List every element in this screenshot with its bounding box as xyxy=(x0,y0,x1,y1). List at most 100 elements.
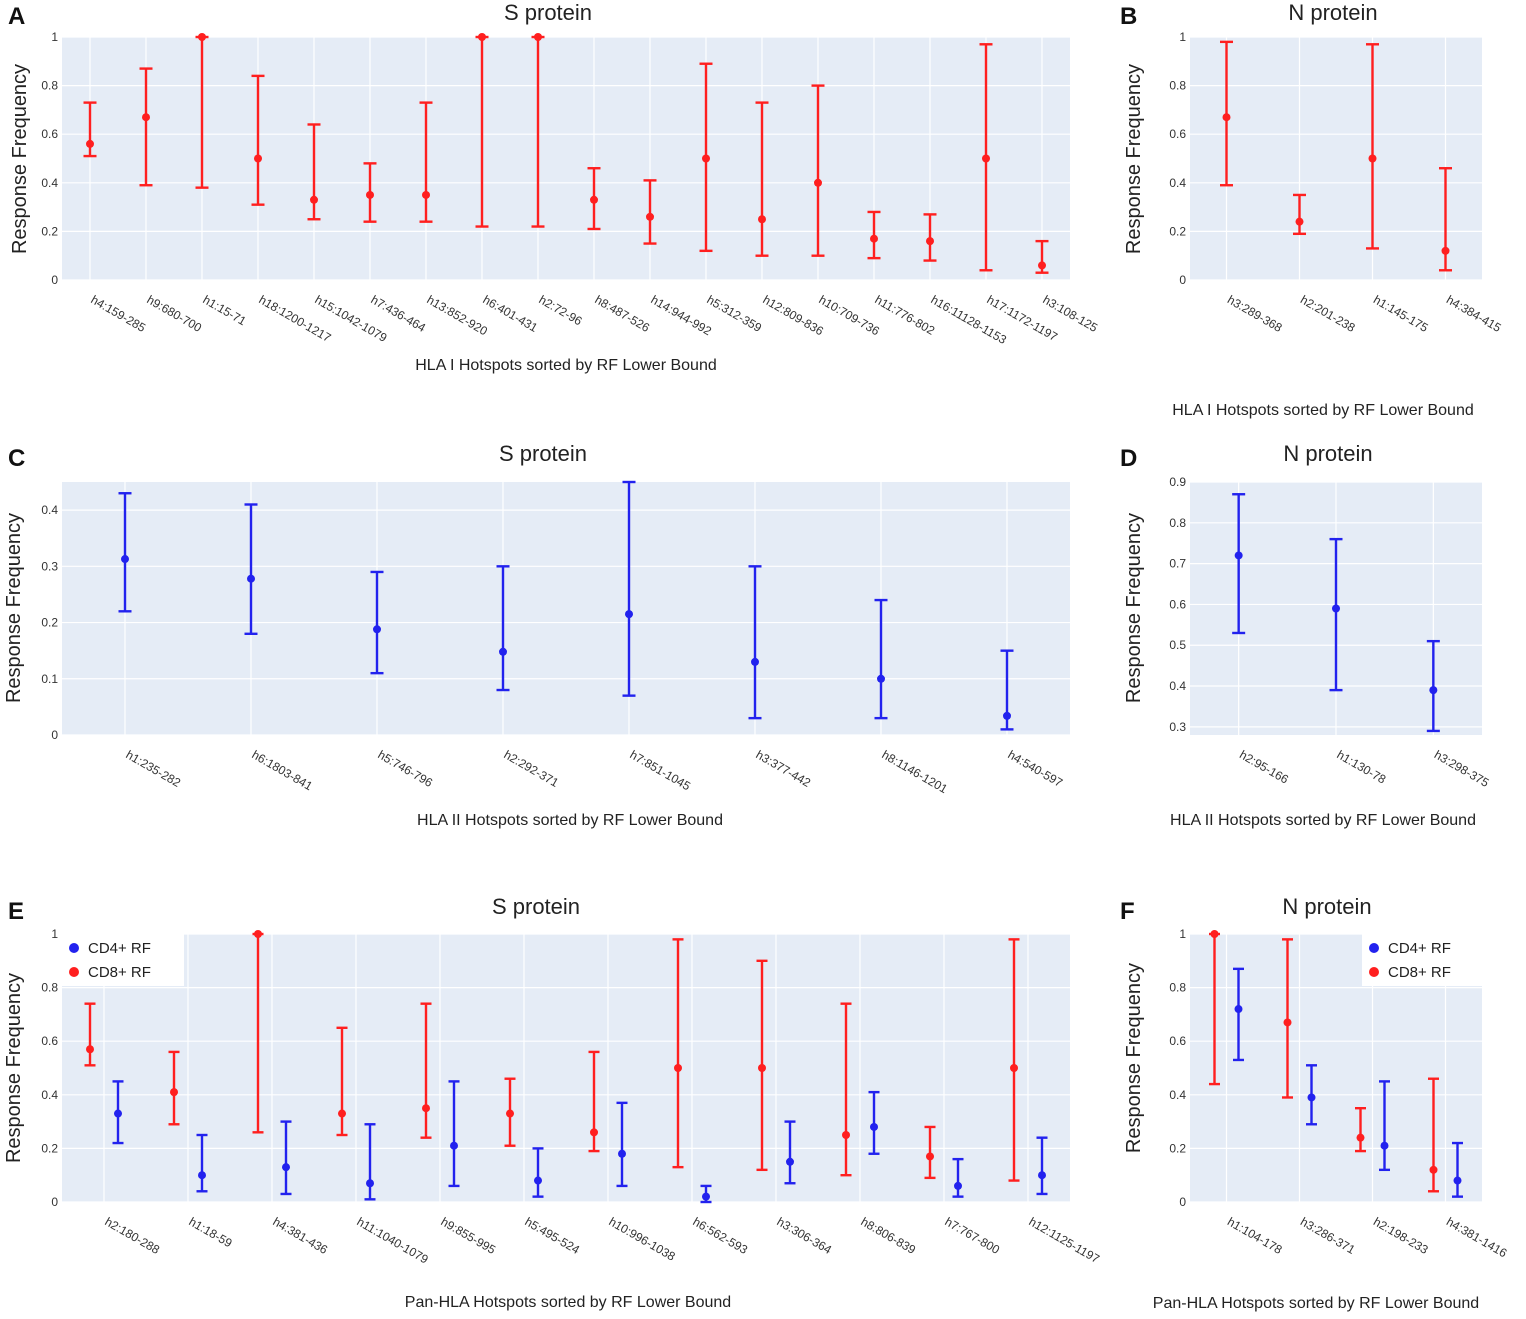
data-point xyxy=(1038,261,1046,270)
data-point xyxy=(366,190,374,199)
data-point xyxy=(142,113,150,122)
panel-letter: E xyxy=(8,898,24,925)
data-point xyxy=(842,1131,850,1139)
y-tick-label: 0.1 xyxy=(41,672,58,686)
data-point xyxy=(1038,1171,1046,1180)
x-tick-label: h1:235-282 xyxy=(124,747,184,790)
y-axis-label: Response Frequency xyxy=(1123,64,1145,254)
data-point xyxy=(877,674,885,683)
data-point xyxy=(1210,930,1219,938)
data-point xyxy=(198,33,206,41)
series-cd4-rf xyxy=(112,1080,1048,1204)
data-point xyxy=(373,625,381,634)
data-point xyxy=(247,574,255,583)
panel-d: 0.3 0.4 0.5 0.6 0.7 0.8 0.9 h2:95-166 h1:130-78 h… xyxy=(1120,441,1492,829)
data-point xyxy=(366,1179,374,1188)
x-tick-label: h12:1125-1197 xyxy=(1027,1214,1103,1266)
data-point xyxy=(534,1176,542,1185)
data-point xyxy=(1295,217,1304,226)
data-point xyxy=(618,1149,626,1158)
panel-letter: B xyxy=(1120,3,1137,30)
x-tick-label: h4:159-285 xyxy=(89,292,149,335)
x-tick-label: h1:104-178 xyxy=(1225,1214,1285,1257)
data-point xyxy=(982,154,990,163)
data-point xyxy=(1010,1064,1018,1072)
x-tick-label: h6:562-593 xyxy=(691,1214,751,1257)
legend-box xyxy=(1362,934,1482,986)
y-axis-label: Response Frequency xyxy=(1123,963,1145,1153)
data-point xyxy=(646,212,654,221)
data-point xyxy=(422,190,430,199)
legend-marker xyxy=(69,967,79,977)
x-axis-label: HLA II Hotspots sorted by RF Lower Bound xyxy=(1170,812,1476,829)
y-tick-label: 0.8 xyxy=(41,981,58,995)
y-tick-label: 0.7 xyxy=(1169,557,1186,571)
y-tick-label: 0.3 xyxy=(41,559,58,573)
data-point xyxy=(86,1045,94,1054)
data-point xyxy=(1332,604,1340,613)
y-tick-label: 0.6 xyxy=(41,127,58,141)
y-axis-label: Response Frequency xyxy=(9,64,31,254)
chart-title: S protein xyxy=(499,441,587,466)
data-point xyxy=(1307,1093,1316,1102)
data-point xyxy=(870,234,878,243)
data-point xyxy=(121,555,129,564)
data-point xyxy=(1441,246,1450,255)
y-tick-label: 0.2 xyxy=(41,1141,58,1155)
plot-area xyxy=(62,37,1070,280)
chart-title: N protein xyxy=(1282,894,1371,919)
x-axis-label: HLA I Hotspots sorted by RF Lower Bound xyxy=(1172,402,1473,419)
y-tick-label: 1 xyxy=(1179,927,1186,941)
y-tick-label: 0.6 xyxy=(41,1034,58,1048)
panel-letter: D xyxy=(1120,445,1137,472)
x-tick-label: h11:776-802 xyxy=(873,292,938,338)
x-tick-label: h3:286-371 xyxy=(1298,1214,1358,1257)
y-tick-label: 0.4 xyxy=(41,503,58,517)
data-point xyxy=(751,657,759,666)
data-point xyxy=(758,1064,766,1072)
y-tick-label: 0.4 xyxy=(1169,176,1186,190)
data-point xyxy=(1234,1005,1243,1014)
data-point xyxy=(1003,711,1011,720)
x-tick-label: h2:95-166 xyxy=(1237,747,1291,786)
data-point xyxy=(338,1109,346,1118)
plot-area xyxy=(1190,37,1482,280)
x-tick-label: h8:1146-1201 xyxy=(880,747,951,796)
x-tick-label: h3:377-442 xyxy=(754,747,814,790)
x-tick-label: h5:495-524 xyxy=(523,1214,583,1257)
x-tick-label: h14:944-992 xyxy=(649,292,715,338)
x-axis-label: HLA I Hotspots sorted by RF Lower Bound xyxy=(415,357,716,374)
chart-title: S protein xyxy=(492,894,580,919)
chart-title: N protein xyxy=(1283,441,1372,466)
data-point xyxy=(1222,113,1231,122)
y-tick-label: 0.9 xyxy=(1169,475,1186,489)
data-point xyxy=(254,930,262,938)
x-tick-label: h9:680-700 xyxy=(145,292,205,335)
panel-letter: F xyxy=(1120,898,1135,925)
y-axis-label: Response Frequency xyxy=(1123,513,1145,703)
x-tick-label: h10:709-736 xyxy=(817,292,883,338)
y-tick-label: 0 xyxy=(1179,1195,1186,1209)
y-tick-label: 0.8 xyxy=(1169,516,1186,530)
y-tick-label: 0 xyxy=(51,1195,58,1209)
data-point xyxy=(674,1064,682,1072)
y-tick-label: 0.5 xyxy=(1169,638,1186,652)
x-axis-label: Pan-HLA Hotspots sorted by RF Lower Boun… xyxy=(1153,1295,1479,1312)
data-point xyxy=(254,154,262,163)
data-point xyxy=(786,1157,794,1166)
x-tick-label: h2:180-288 xyxy=(103,1214,163,1257)
x-tick-label: h8:487-526 xyxy=(593,292,653,335)
legend-label: CD8+ RF xyxy=(88,964,151,981)
y-tick-label: 0.4 xyxy=(1169,679,1186,693)
x-tick-label: h3:306-364 xyxy=(775,1214,835,1257)
x-tick-label: h8:806-839 xyxy=(859,1214,919,1257)
data-point xyxy=(170,1088,178,1097)
panel-letter: A xyxy=(8,3,25,30)
panel-c: 0 0.1 0.2 0.3 0.4 h1:235-282 h6:1803-841 h5:746… xyxy=(3,441,1070,829)
panel-f: 0 0.2 0.4 0.6 0.8 1 h1:104-178 h3:286-371 h2:198… xyxy=(1120,894,1510,1312)
legend-box xyxy=(62,934,184,986)
series-cd8-rf xyxy=(1220,40,1452,272)
series-cd4-rf xyxy=(118,480,1014,731)
data-point xyxy=(478,33,486,41)
